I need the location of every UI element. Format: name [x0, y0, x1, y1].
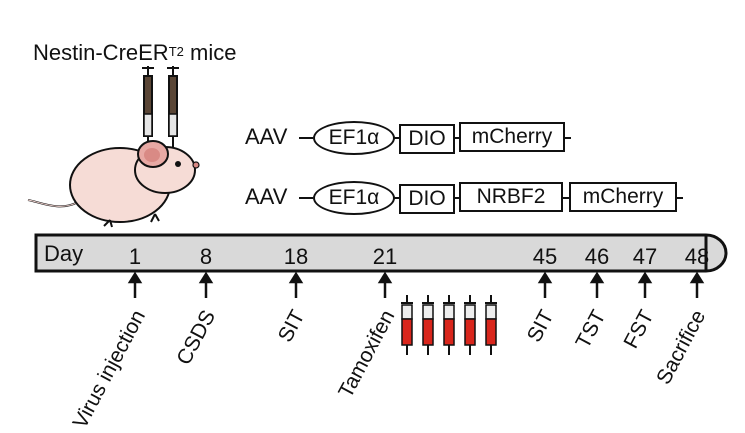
connector-line [453, 137, 459, 139]
syringe-icon [142, 66, 154, 150]
day-label: 45 [532, 244, 558, 269]
day-label: 18 [283, 244, 309, 269]
element-nrbf2: NRBF2 [459, 182, 563, 212]
promoter-ef1a: EF1α [313, 181, 395, 215]
timeline-axis-label: Day [44, 241, 84, 266]
connector-line [675, 197, 683, 199]
construct-row-2: AAV EF1α DIO NRBF2 mCherry [245, 180, 690, 215]
construct-aav-label: AAV [245, 184, 288, 209]
syringe-icon [422, 295, 434, 355]
syringe-icon [443, 295, 455, 355]
day-label: 48 [684, 244, 710, 269]
mouse-with-syringes-illustration [27, 66, 200, 228]
construct-aav-label: AAV [245, 124, 288, 149]
syringe-icon [485, 295, 497, 355]
event-arrows [127, 272, 705, 298]
event-label: Tamoxifen [334, 306, 400, 402]
connector-line [299, 137, 313, 139]
title-main: Nestin-CreER [33, 40, 169, 65]
day-label: 46 [584, 244, 610, 269]
construct-row-1: AAV EF1α DIO mCherry [245, 120, 575, 155]
promoter-ef1a: EF1α [313, 121, 395, 155]
element-dio: DIO [399, 184, 455, 214]
syringe-icon [464, 295, 476, 355]
mouse-strain-title: Nestin-CreERT2 mice [33, 42, 236, 64]
syringe-icon [401, 295, 413, 355]
connector-line [561, 197, 569, 199]
element-mcherry: mCherry [459, 122, 565, 152]
day-label: 47 [632, 244, 658, 269]
connector-line [393, 137, 399, 139]
event-label: FST [619, 306, 659, 353]
element-mcherry: mCherry [569, 182, 677, 212]
connector-line [453, 197, 459, 199]
element-dio: DIO [399, 124, 455, 154]
event-label: SIT [274, 306, 310, 347]
title-suffix: mice [183, 40, 237, 65]
event-label: Sacrifice [652, 306, 711, 389]
day-label: 21 [372, 244, 398, 269]
timeline-bar [34, 233, 728, 273]
event-label: TST [571, 306, 611, 353]
tamoxifen-syringes-icon [401, 295, 497, 355]
day-label: 8 [199, 244, 213, 269]
event-label: Virus injection [68, 306, 150, 433]
connector-line [563, 137, 571, 139]
title-superscript: T2 [168, 44, 184, 59]
day-label: 1 [128, 244, 142, 269]
event-label: SIT [523, 306, 559, 347]
connector-line [393, 197, 399, 199]
connector-line [299, 197, 313, 199]
syringe-icon [167, 66, 179, 150]
event-label: CSDS [172, 306, 220, 369]
